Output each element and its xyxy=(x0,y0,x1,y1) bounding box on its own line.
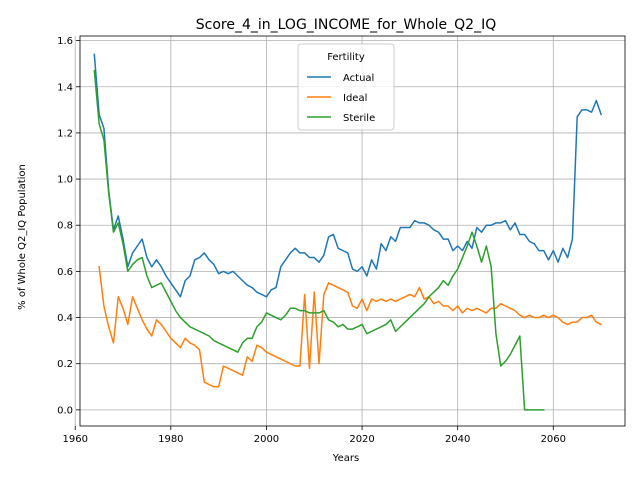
x-tick-label: 2040 xyxy=(445,434,470,445)
y-tick-label: 1.6 xyxy=(57,36,73,47)
y-tick-label: 0.8 xyxy=(57,221,73,232)
y-tick-label: 0.0 xyxy=(57,405,73,416)
y-tick-label: 0.2 xyxy=(57,359,73,370)
x-tick-label: 2000 xyxy=(254,434,279,445)
y-axis-label: % of Whole Q2_IQ Population xyxy=(17,164,28,310)
x-tick-label: 2060 xyxy=(541,434,566,445)
y-tick-label: 0.6 xyxy=(57,267,73,278)
legend: Fertility Actual Ideal Sterile xyxy=(297,43,395,131)
axis-ticks: 1960 1980 2000 2020 2040 2060 0.0 0.2 0.4 0.6 0.8 1… xyxy=(57,36,566,445)
series-lines xyxy=(93,53,603,411)
legend-label-ideal: Ideal xyxy=(343,93,367,104)
y-tick-label: 1.0 xyxy=(57,175,73,186)
y-tick-label: 1.4 xyxy=(57,82,73,93)
plot-frame xyxy=(79,35,626,427)
x-axis-label: Years xyxy=(332,453,359,464)
y-tick-label: 1.2 xyxy=(57,128,73,139)
legend-box xyxy=(297,43,395,131)
legend-label-sterile: Sterile xyxy=(343,113,375,124)
series-line-ideal xyxy=(98,265,603,388)
series-line-sterile xyxy=(93,69,545,411)
series-line-actual xyxy=(93,53,603,298)
y-tick-label: 0.4 xyxy=(57,313,73,324)
legend-title: Fertility xyxy=(327,52,365,63)
chart-title: Score_4_in_LOG_INCOME_for_Whole_Q2_IQ xyxy=(196,17,496,33)
x-tick-label: 1960 xyxy=(62,434,87,445)
legend-label-actual: Actual xyxy=(343,73,374,84)
x-tick-label: 2020 xyxy=(349,434,374,445)
x-tick-label: 1980 xyxy=(158,434,183,445)
